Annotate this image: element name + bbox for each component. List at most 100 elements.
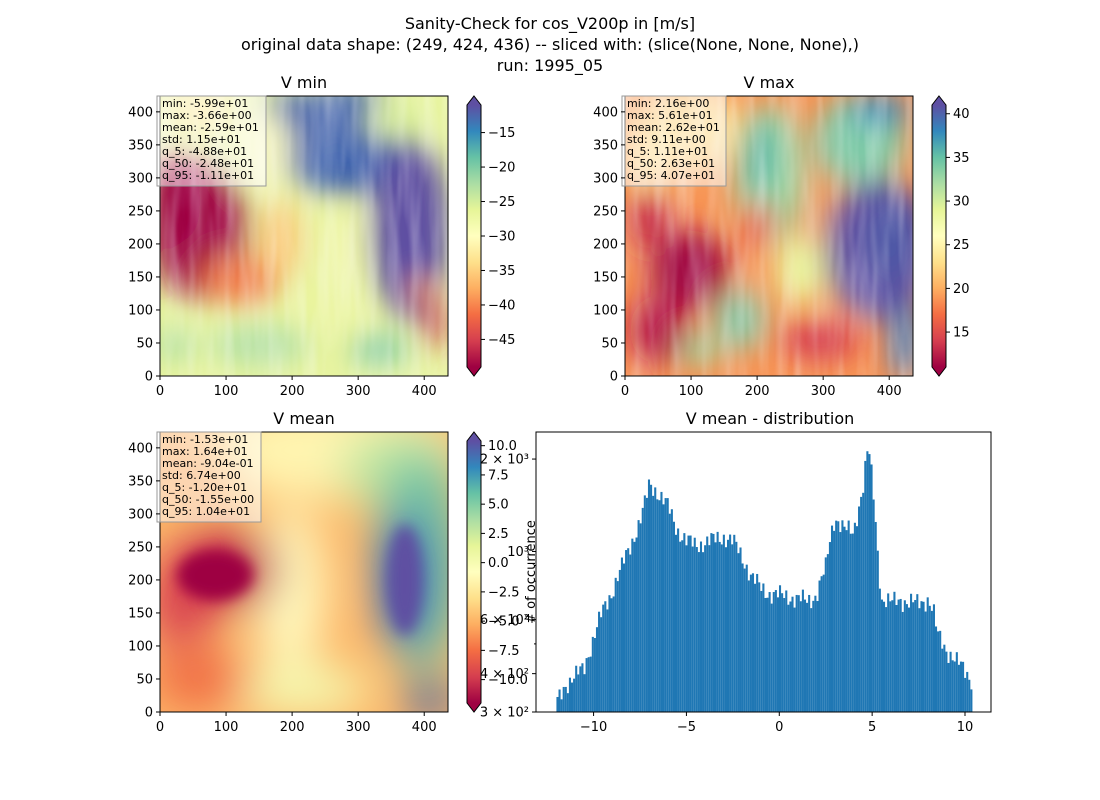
histogram-bar [756, 573, 759, 712]
histogram-bar [587, 657, 590, 712]
histogram-bar [824, 557, 827, 712]
vmean-colorbar-ticks: 10.0 7.5 5.0 2.5 0.0 −2.5 −5.0 −7.5 −10.0 [481, 439, 528, 688]
histogram-bar [577, 674, 580, 712]
histogram-bar [945, 651, 948, 712]
histogram-bar [897, 599, 900, 712]
histogram-bar [876, 550, 879, 712]
vmax-cbar-tick-label: 30 [953, 195, 970, 210]
histogram-bar [930, 610, 933, 712]
histogram-bar [708, 545, 711, 712]
vmin-ytick-label: 100 [128, 303, 153, 318]
vmax-ytick-label: 50 [601, 336, 618, 351]
histogram-bar [685, 545, 688, 712]
vmean-ytick-label: 100 [128, 639, 153, 654]
histogram-bar [845, 530, 848, 712]
vmin-ytick-label: 0 [145, 370, 153, 385]
vmin-stats-box: min: -5.99e+01 max: -3.66e+00 mean: -2.5… [156, 95, 267, 187]
histogram-bar [633, 541, 636, 712]
vmean-cbar-tick-label: 2.5 [488, 527, 509, 542]
vmean-axes: 0 100 200 300 400 0 50 100 150 200 250 300 350 400 [128, 441, 436, 735]
histogram-bar [778, 585, 782, 712]
histogram-bar [880, 599, 883, 712]
histogram-bar [781, 593, 784, 712]
histogram-bar [714, 542, 717, 712]
vmax-stat: q_5: 1.11e+01 [627, 145, 708, 158]
histogram-bar [955, 652, 958, 712]
histogram-bar [566, 693, 569, 712]
vmin-xtick-label: 0 [156, 384, 164, 399]
vmin-cbar-tick-label: −35 [488, 264, 515, 279]
histogram-bar [697, 552, 700, 712]
histogram-bar [874, 521, 877, 712]
histogram-bar [937, 631, 940, 712]
histogram-bar [631, 538, 634, 712]
vmean-stats-box: min: -1.53e+01 max: 1.64e+01 mean: -9.04… [156, 431, 262, 523]
vmax-stat: std: 9.11e+00 [627, 133, 706, 146]
histogram-bar [889, 601, 892, 712]
histogram-bar [795, 594, 798, 712]
vmin-stat: max: -3.66e+00 [162, 109, 252, 122]
vmax-colorbar [931, 95, 947, 377]
vmin-colorbar-ticks: −15 −20 −25 −30 −35 −40 −45 [481, 126, 515, 348]
histogram-bar [926, 597, 929, 712]
histogram-bar [660, 491, 663, 712]
histogram-bar [741, 563, 744, 712]
histogram-bar [593, 638, 596, 712]
histogram-bar [589, 656, 592, 712]
histogram-bar [864, 460, 867, 712]
vmax-xtick-label: 400 [877, 384, 902, 399]
histogram-bar [604, 601, 607, 712]
histogram-bar [914, 599, 917, 712]
histogram-bar [729, 534, 732, 712]
histogram-ytick-label: 2 × 10³ [480, 453, 529, 468]
vmin-ytick-label: 300 [128, 171, 153, 186]
vmax-cbar-tick-label: 25 [953, 238, 970, 253]
histogram-bar [760, 590, 763, 712]
histogram-bar [787, 604, 790, 712]
histogram-bar [749, 574, 752, 712]
vmean-xtick-label: 200 [280, 720, 305, 735]
histogram-bar [618, 569, 621, 712]
histogram-bar [922, 601, 925, 712]
histogram-bar [943, 644, 946, 712]
histogram-ylabel: # of occurrence [524, 520, 539, 624]
histogram-xtick-label: 5 [868, 720, 876, 735]
histogram-bar [650, 484, 653, 712]
histogram-bar [812, 600, 815, 712]
vmean-ytick-label: 400 [128, 441, 153, 456]
vmean-cbar-tick-label: −5.0 [488, 615, 520, 630]
vmax-ytick-label: 150 [593, 270, 618, 285]
histogram-bar [768, 592, 771, 712]
vmin-stat: mean: -2.59e+01 [162, 121, 259, 134]
histogram-bar [718, 541, 721, 712]
vmean-xtick-label: 300 [346, 720, 371, 735]
histogram-bar [758, 582, 761, 712]
histogram-bar [887, 593, 890, 712]
histogram-bar [939, 630, 942, 712]
histogram-bar [573, 678, 576, 712]
histogram-bar [581, 663, 584, 712]
vmean-cbar-tick-label: −7.5 [488, 644, 520, 659]
histogram-bar [635, 537, 638, 712]
vmin-xtick-label: 400 [412, 384, 437, 399]
vmean-ytick-label: 50 [136, 672, 153, 687]
vmax-ytick-label: 400 [593, 105, 618, 120]
histogram-bar [793, 607, 796, 712]
histogram-bar [591, 636, 594, 712]
histogram-xtick-label: −5 [677, 720, 696, 735]
figure-title-line-1: Sanity-Check for cos_V200p in [m/s] [405, 14, 695, 34]
vmean-stat: q_50: -1.55e+00 [162, 493, 254, 506]
vmax-axes: 0 100 200 300 400 0 50 100 150 200 250 300 350 400 [593, 105, 901, 399]
histogram-bar [570, 682, 574, 712]
vmin-axes: 0 100 200 300 400 0 50 100 150 200 250 300 350 400 [128, 105, 436, 399]
histogram-bar [791, 596, 794, 712]
histogram-bar [656, 499, 659, 712]
vmean-ytick-label: 150 [128, 606, 153, 621]
histogram-bar [683, 533, 686, 712]
vmean-ytick-label: 350 [128, 474, 153, 489]
histogram-bar [643, 495, 646, 712]
vmax-ytick-label: 200 [593, 237, 618, 252]
vmin-stat: std: 1.15e+01 [162, 133, 241, 146]
vmin-cbar-tick-label: −30 [488, 230, 515, 245]
histogram-bar [668, 513, 671, 712]
